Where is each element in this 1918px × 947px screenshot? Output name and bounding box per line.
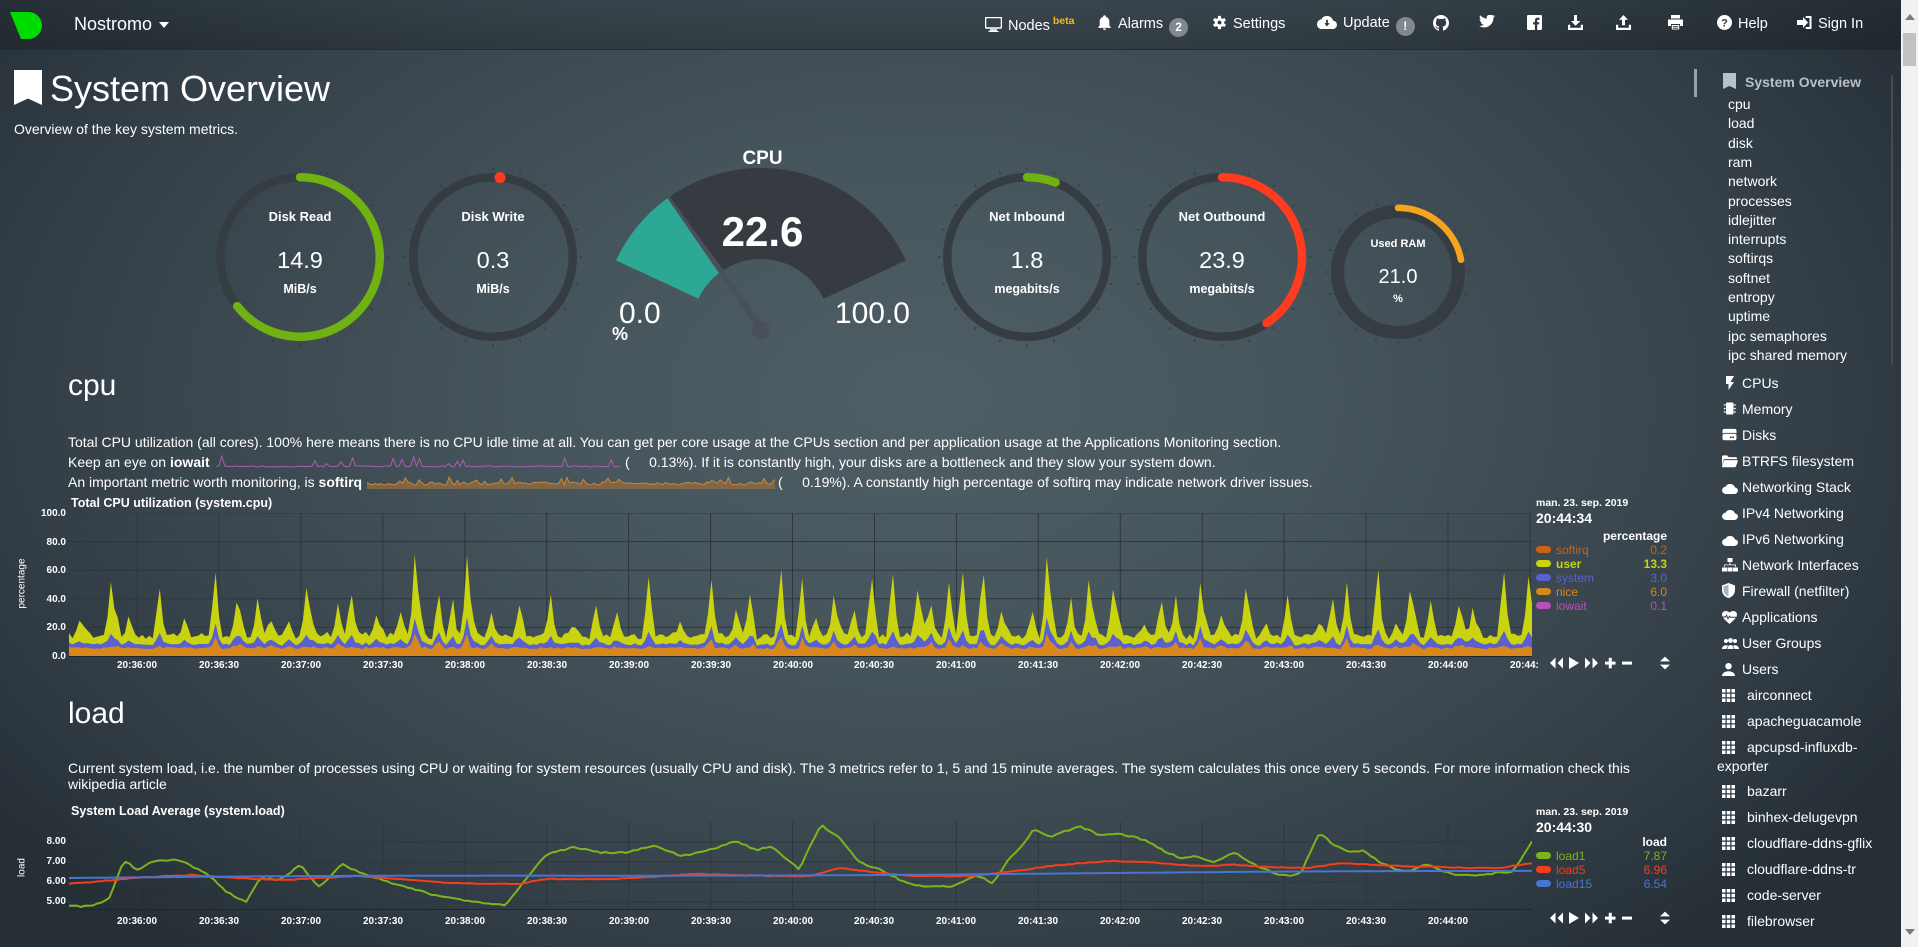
svg-text:?: ?	[1721, 17, 1728, 29]
